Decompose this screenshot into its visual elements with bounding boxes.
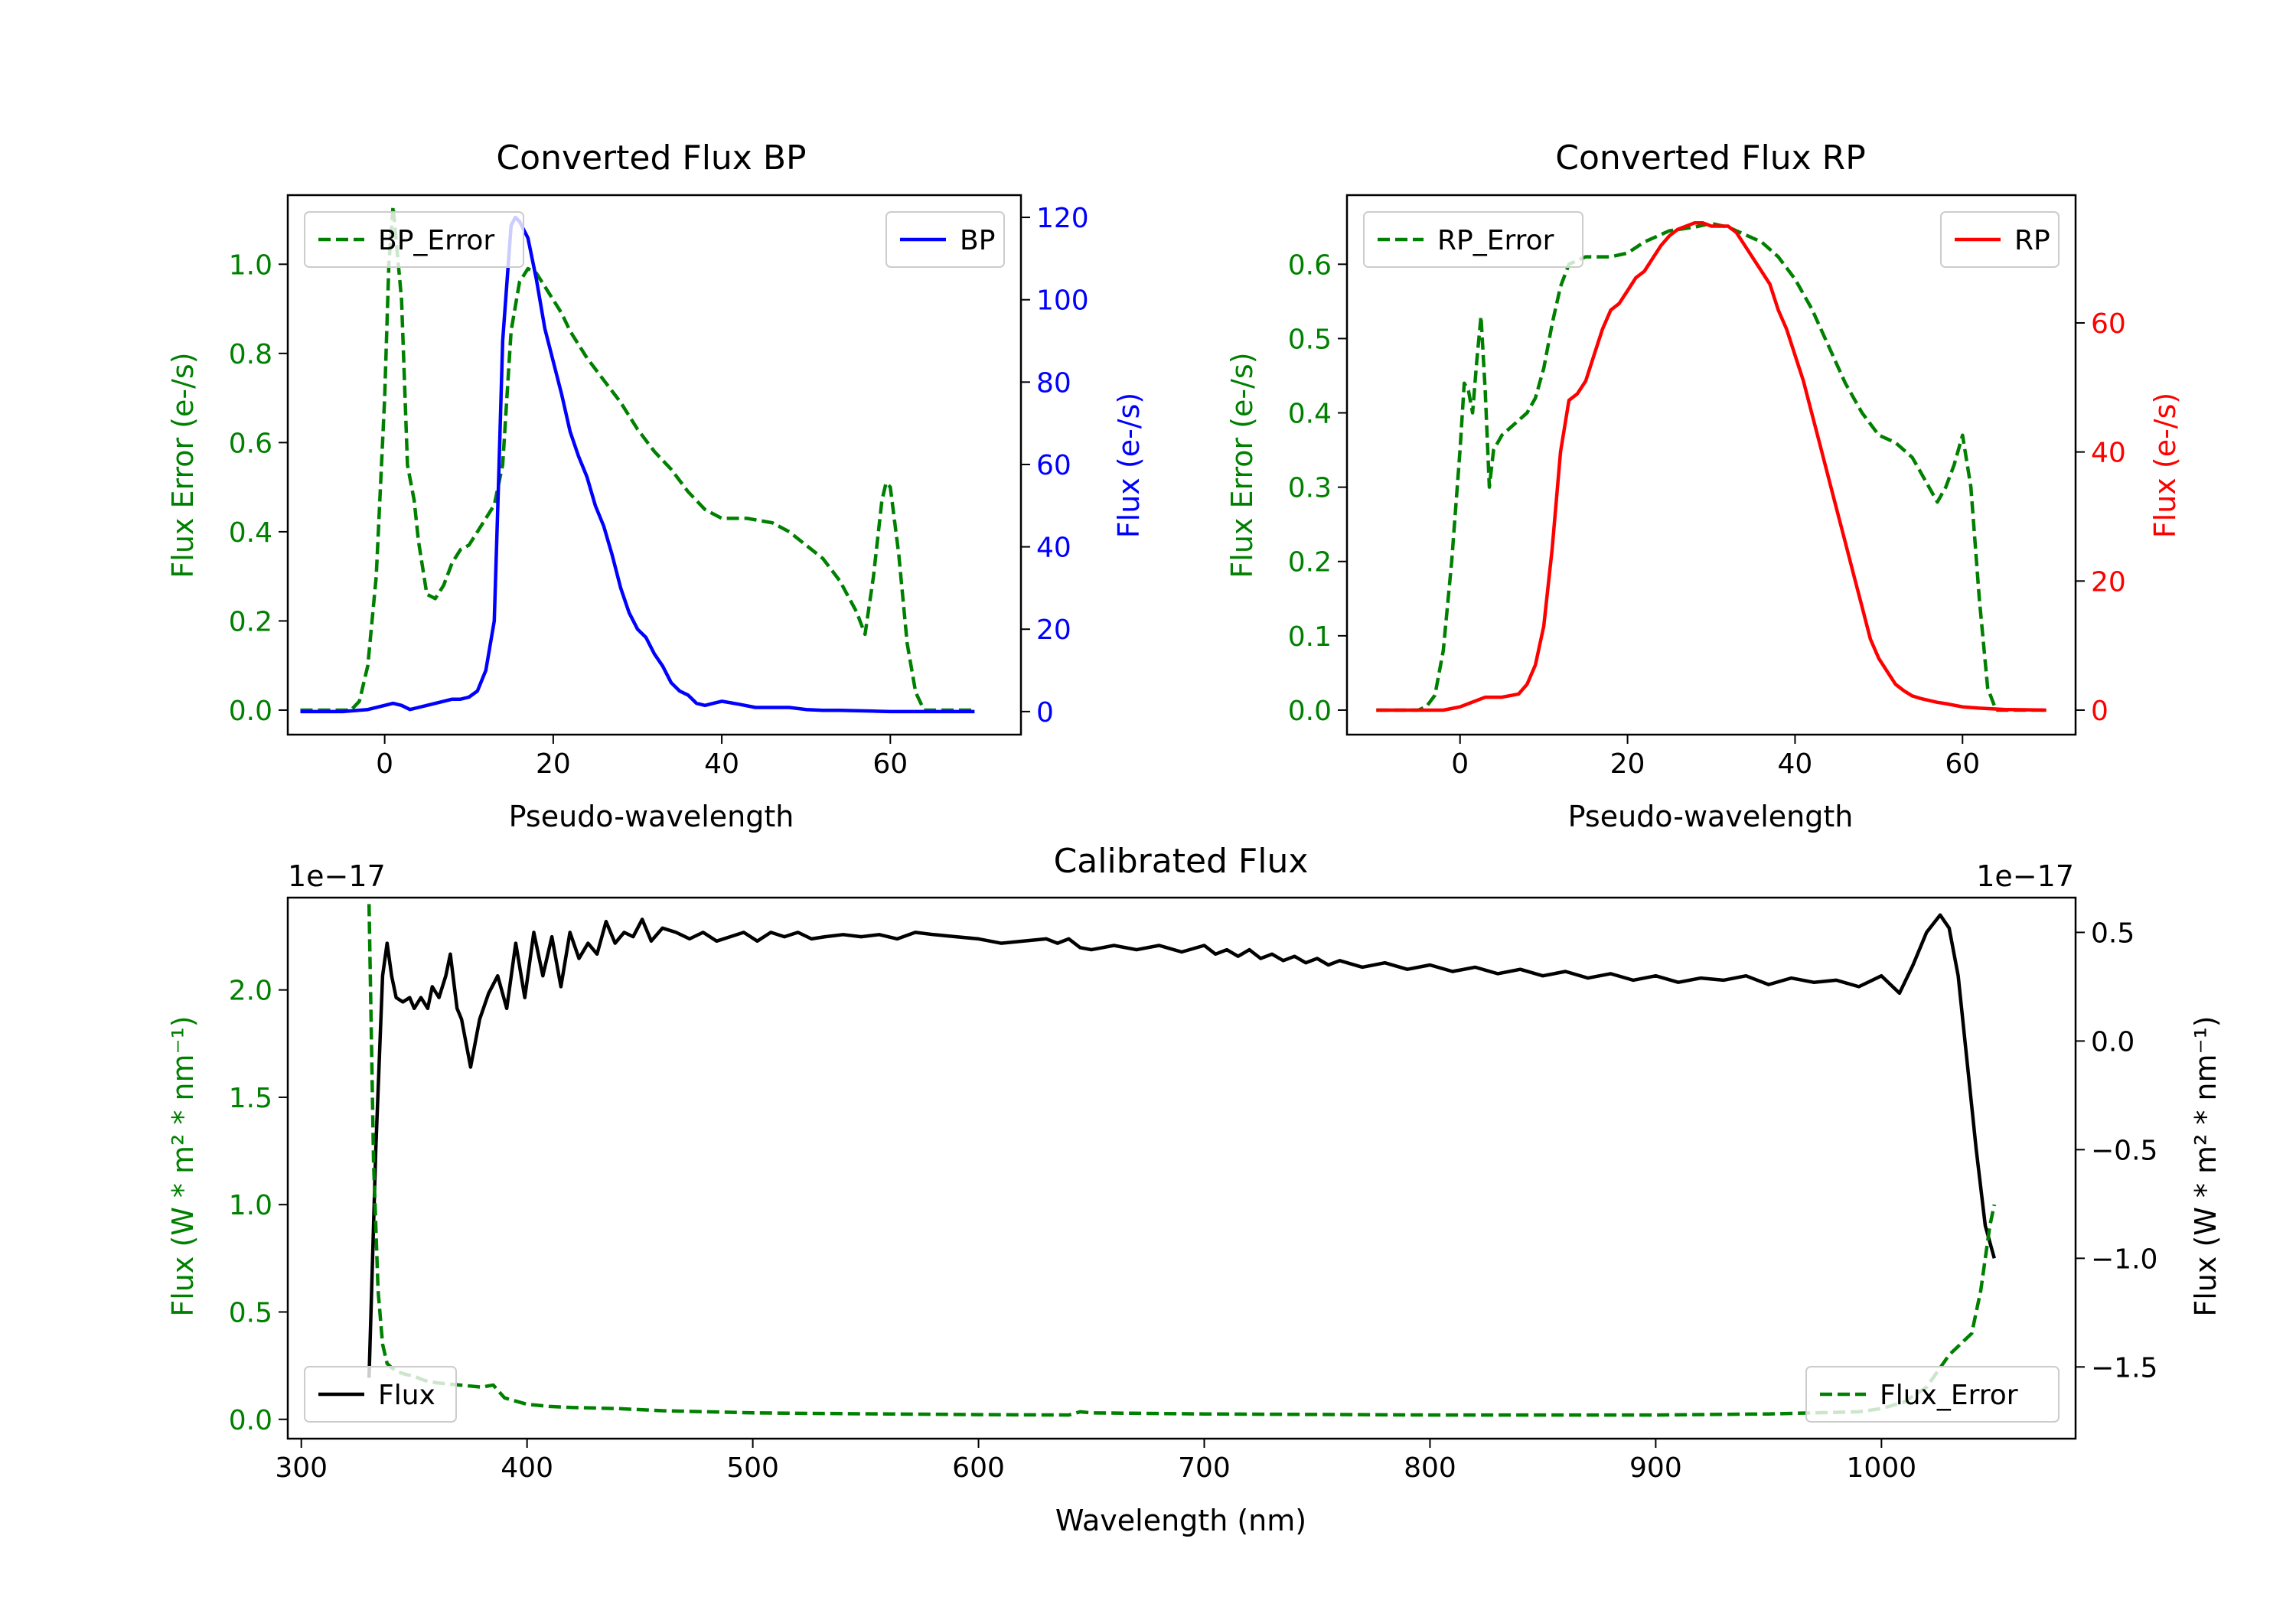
calibrated-chart-title: Calibrated Flux [1054, 842, 1309, 881]
calibrated-legend-box [1805, 1366, 2060, 1423]
calibrated-right-offset-text: 1e−17 [1976, 859, 2074, 893]
calibrated-left-y-tick-label: 0.0 [229, 1405, 272, 1436]
bp-x-axis-label: Pseudo-wavelength [509, 800, 794, 833]
rp-series-rp-error-line [1376, 221, 2047, 712]
bp-right-y-tick-label: 20 [1036, 614, 1071, 646]
bp-x-tick-label: 60 [872, 748, 908, 780]
bp-x-tick-label: 0 [376, 748, 393, 780]
rp-x-tick-label: 40 [1778, 748, 1813, 780]
calibrated-legend-label: Flux_Error [1880, 1380, 2018, 1411]
rp-left-y-tick-label: 0.3 [1288, 473, 1332, 504]
bp-series-bp-line [300, 215, 975, 714]
rp-series-rp-line [1376, 221, 2047, 712]
calibrated-left-y-tick-label: 1.0 [229, 1190, 272, 1221]
rp-chart-title: Converted Flux RP [1555, 139, 1866, 178]
bp-right-y-tick-label: 60 [1036, 450, 1071, 481]
bp-legend-label: BP_Error [378, 225, 494, 256]
bp-legend-box [304, 211, 524, 268]
calibrated-x-tick-label: 300 [275, 1452, 328, 1484]
rp-chart-panel: Converted Flux RP Pseudo-wavelength Flux… [1225, 139, 2182, 833]
calibrated-x-tick-label: 900 [1629, 1452, 1682, 1484]
calibrated-right-y-tick-label: 0.5 [2091, 918, 2135, 949]
calibrated-x-tick-label: 700 [1178, 1452, 1231, 1484]
rp-legend-rp: RP [1940, 211, 2060, 268]
bp-legend-bp: BP [885, 211, 1005, 268]
bp-left-axis-label: Flux Error (e-/s) [166, 352, 200, 578]
rp-right-axis-label: Flux (e-/s) [2148, 393, 2182, 538]
calibrated-legend-flux-error: Flux_Error [1805, 1366, 2060, 1423]
calibrated-x-tick-label: 500 [726, 1452, 779, 1484]
calibrated-x-tick-label: 1000 [1847, 1452, 1917, 1484]
bp-chart-title: Converted Flux BP [496, 139, 806, 178]
calibrated-x-tick-label: 600 [952, 1452, 1005, 1484]
rp-legend-rp-error: RP_Error [1363, 211, 1583, 268]
calibrated-x-axis-label: Wavelength (nm) [1055, 1504, 1306, 1537]
bp-legend-bp-error: BP_Error [304, 211, 524, 268]
calibrated-series-flux-line [367, 913, 1996, 1378]
rp-left-y-tick-label: 0.2 [1288, 547, 1332, 579]
bp-right-y-tick-label: 40 [1036, 533, 1071, 564]
rp-legend-box [1363, 211, 1583, 268]
bp-x-tick-label: 40 [704, 748, 739, 780]
rp-right-y-tick-label: 60 [2091, 308, 2126, 340]
bp-legend-label: BP [960, 225, 995, 256]
rp-x-axis-label: Pseudo-wavelength [1568, 800, 1854, 833]
calibrated-plot-frame [286, 896, 2077, 1440]
bp-left-y-tick-label: 1.0 [229, 249, 272, 281]
calibrated-right-y-tick-label: 0.0 [2091, 1026, 2135, 1058]
calibrated-right-y-tick-label: −0.5 [2091, 1135, 2157, 1166]
calibrated-right-axis-label: Flux (W * m² * nm⁻¹) [2189, 1015, 2223, 1316]
rp-left-axis-label: Flux Error (e-/s) [1225, 352, 1259, 578]
rp-right-y-tick-label: 40 [2091, 438, 2126, 469]
calibrated-x-tick-label: 400 [501, 1452, 553, 1484]
calibrated-left-y-tick-label: 2.0 [229, 976, 272, 1007]
calibrated-x-tick-label: 800 [1404, 1452, 1456, 1484]
bp-series-bp-error-line [300, 204, 975, 712]
bp-right-y-tick-label: 120 [1036, 203, 1089, 234]
bp-left-y-tick-label: 0.8 [229, 339, 272, 370]
bp-right-y-tick-label: 100 [1036, 285, 1089, 317]
rp-right-y-tick-label: 20 [2091, 566, 2126, 598]
rp-left-y-tick-label: 0.6 [1288, 249, 1332, 281]
bp-right-y-tick-label: 80 [1036, 367, 1071, 399]
rp-left-y-tick-label: 0.4 [1288, 399, 1332, 430]
rp-left-y-tick-label: 0.5 [1288, 324, 1332, 355]
bp-left-y-tick-label: 0.2 [229, 606, 272, 637]
bp-x-tick-label: 20 [536, 748, 571, 780]
rp-legend-label: RP [2014, 225, 2050, 256]
calibrated-legend-label: Flux [378, 1380, 435, 1411]
rp-x-tick-label: 0 [1451, 748, 1469, 780]
rp-plot-frame [1345, 194, 2077, 736]
calibrated-right-y-tick-label: −1.5 [2091, 1352, 2157, 1384]
rp-x-tick-label: 20 [1610, 748, 1645, 780]
calibrated-left-offset-text: 1e−17 [288, 859, 386, 893]
rp-legend-label: RP_Error [1437, 225, 1554, 256]
calibrated-chart-panel: Calibrated Flux Wavelength (nm) Flux (W … [166, 842, 2223, 1537]
bp-left-y-tick-label: 0.0 [229, 696, 272, 727]
rp-right-y-tick-label: 0 [2091, 696, 2108, 727]
bp-right-axis-label: Flux (e-/s) [1112, 393, 1146, 538]
calibrated-left-axis-label: Flux (W * m² * nm⁻¹) [166, 1015, 200, 1316]
bp-left-y-tick-label: 0.4 [229, 517, 272, 549]
calibrated-left-y-tick-label: 0.5 [229, 1297, 272, 1328]
calibrated-legend-box [304, 1366, 457, 1423]
rp-x-tick-label: 60 [1945, 748, 1980, 780]
bp-right-y-tick-label: 0 [1036, 697, 1054, 729]
calibrated-right-y-tick-label: −1.0 [2091, 1244, 2157, 1275]
calibrated-left-y-tick-label: 1.5 [229, 1083, 272, 1114]
rp-left-y-tick-label: 0.1 [1288, 621, 1332, 653]
calibrated-legend-flux: Flux [304, 1366, 457, 1423]
rp-left-y-tick-label: 0.0 [1288, 696, 1332, 727]
bp-left-y-tick-label: 0.6 [229, 428, 272, 459]
bp-chart-panel: Converted Flux BP Pseudo-wavelength Flux… [166, 139, 1146, 833]
